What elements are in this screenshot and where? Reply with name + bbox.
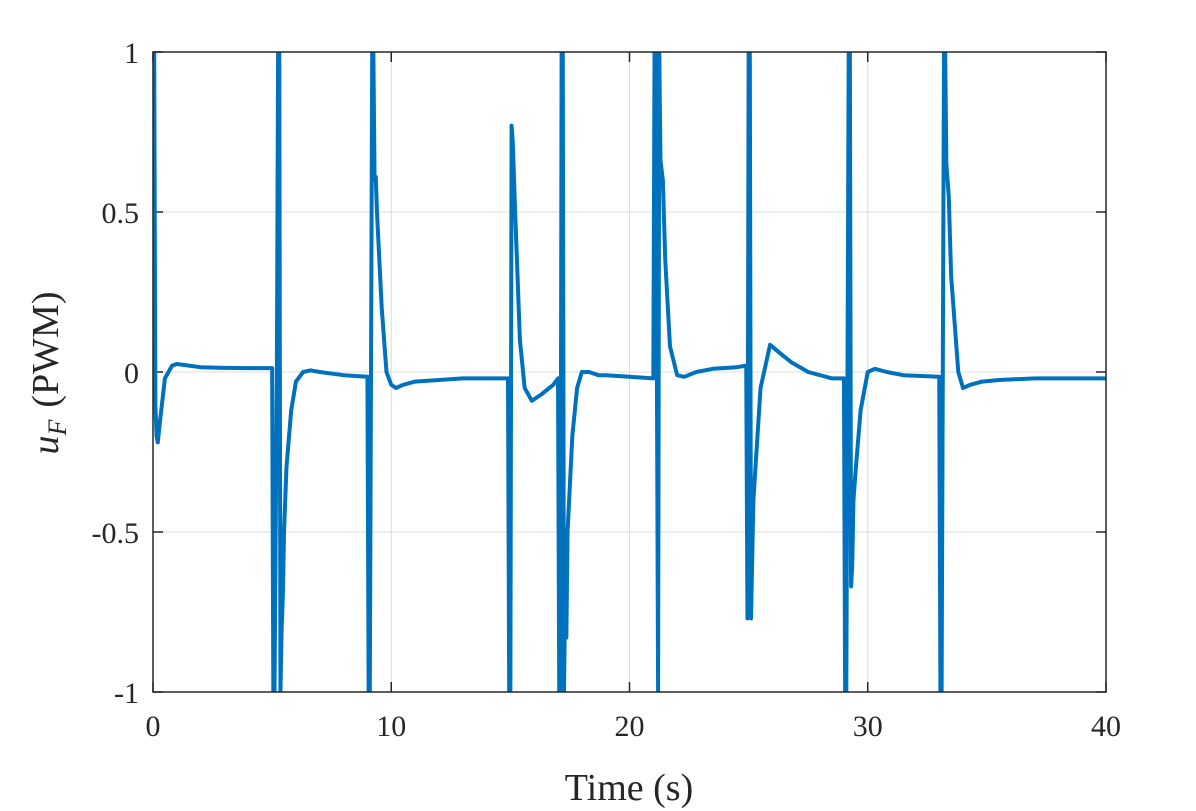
y-tick-label: 0 <box>124 357 139 390</box>
y-tick-label: 0.5 <box>102 197 140 230</box>
x-tick-label: 0 <box>146 710 161 743</box>
series-line-0 <box>153 52 1106 692</box>
series-layer <box>153 52 1106 692</box>
y-tick-labels: -1 -0.5 0 0.5 1 <box>92 37 140 710</box>
axes-frame <box>152 51 1107 693</box>
x-tick-label: 30 <box>853 710 883 743</box>
x-tick-label: 20 <box>615 710 645 743</box>
x-axis-label: Time (s) <box>565 767 693 809</box>
x-tick-labels: 0 10 20 30 40 <box>146 710 1122 743</box>
x-tick-label: 40 <box>1091 710 1121 743</box>
y-axis-label-unit: (PWM) <box>25 292 67 408</box>
y-axis-label-subscript: F <box>43 419 72 437</box>
y-tick-label: 1 <box>124 37 139 70</box>
y-axis-label-variable: u <box>25 436 67 455</box>
y-tick-label: -0.5 <box>92 517 140 550</box>
x-tick-label: 10 <box>376 710 406 743</box>
y-tick-label: -1 <box>114 677 139 710</box>
y-axis-label: uF (PWM) <box>25 292 72 455</box>
